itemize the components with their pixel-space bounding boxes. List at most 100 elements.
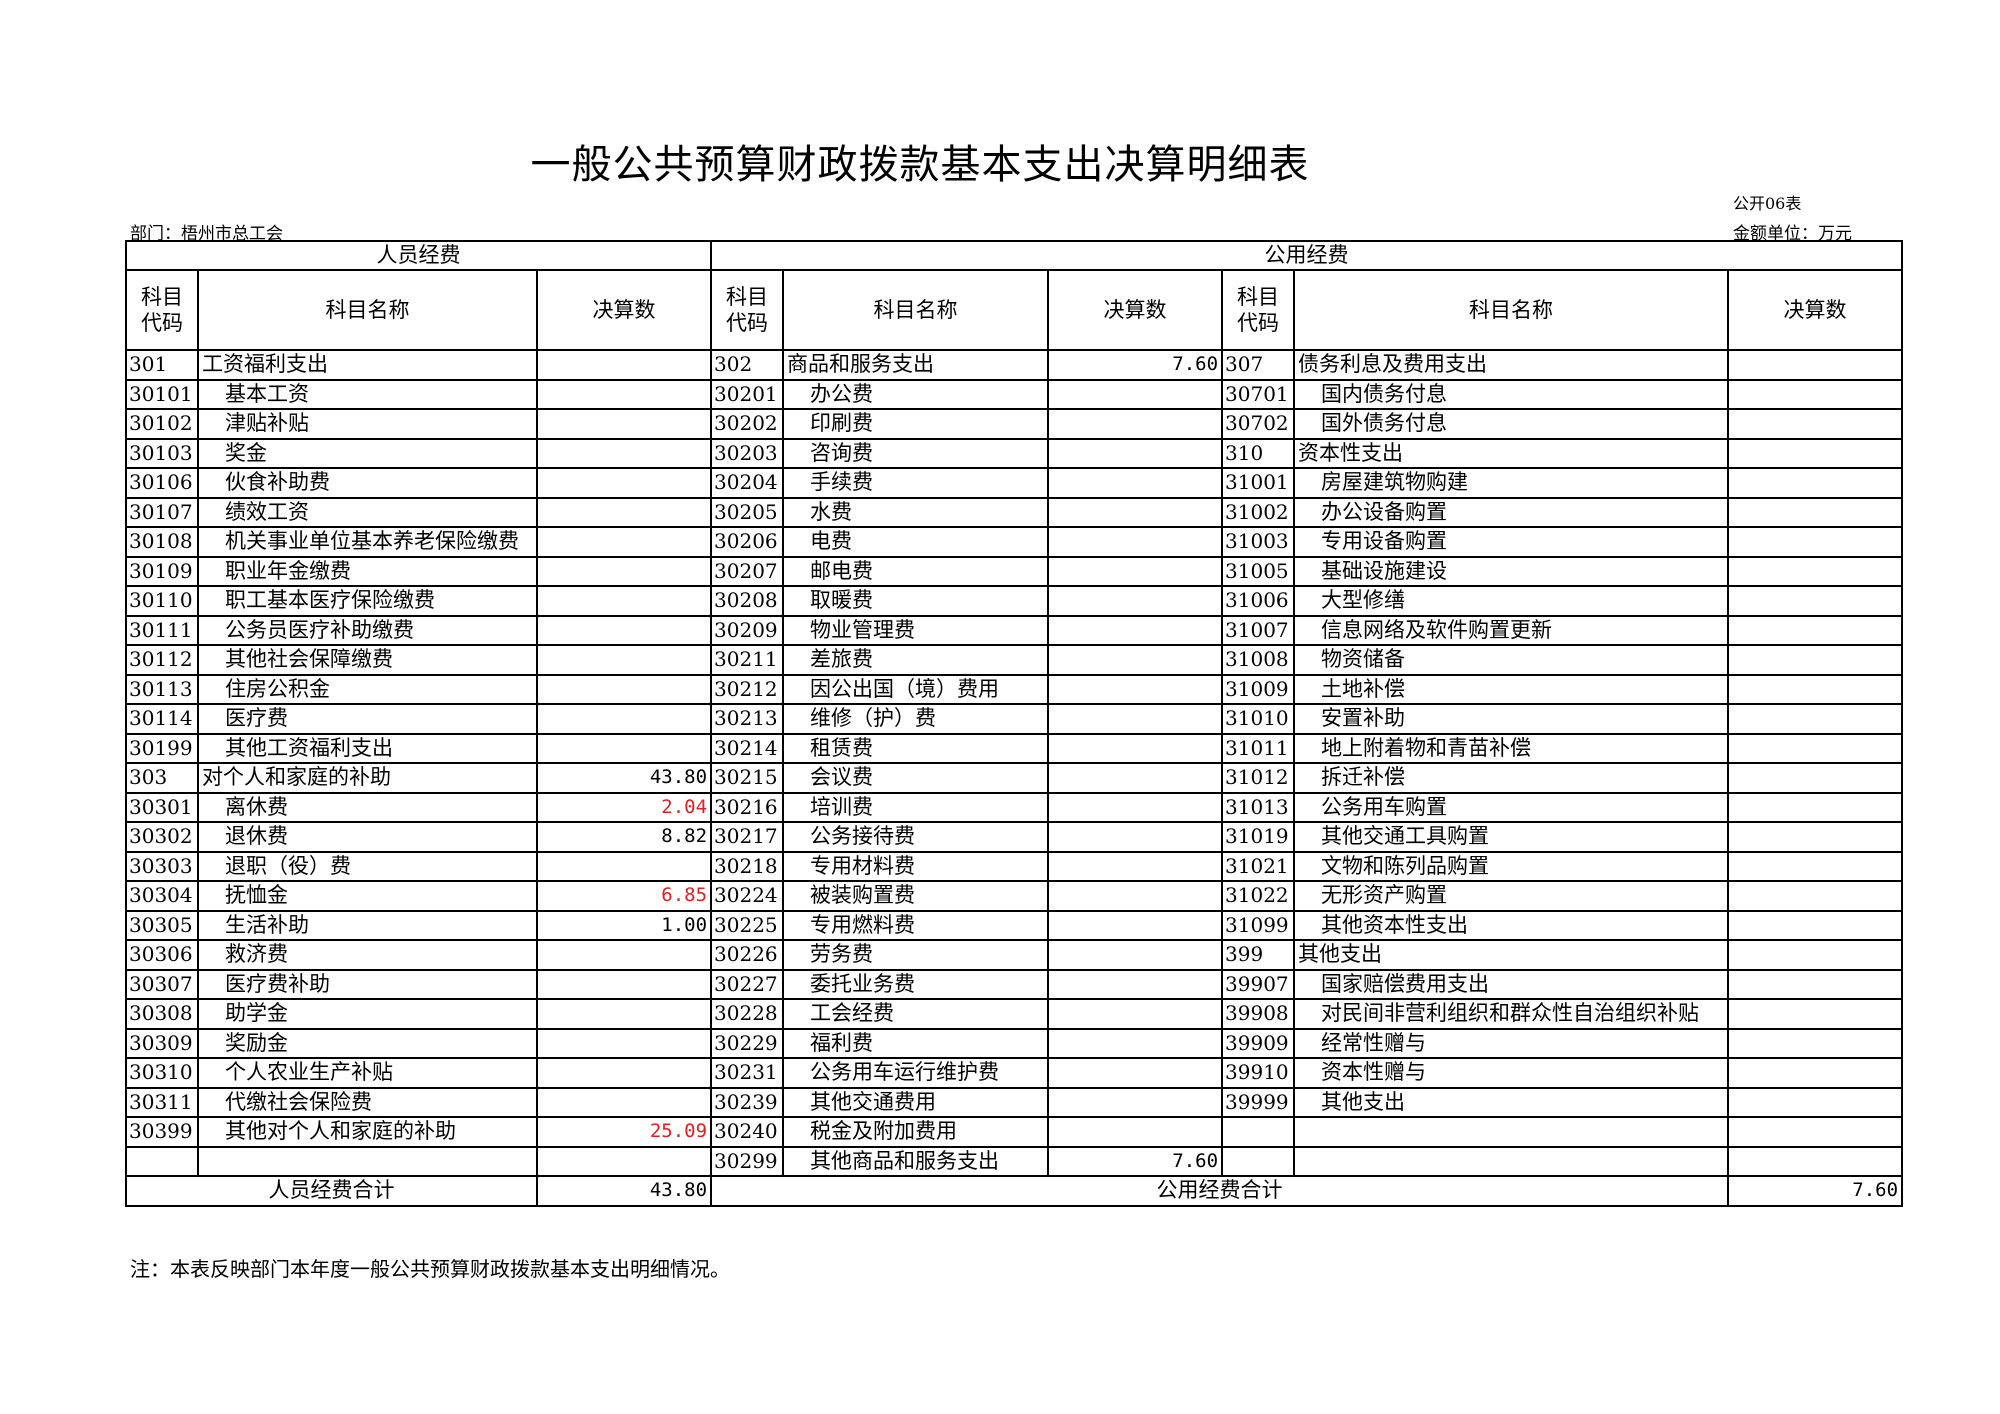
expenditure-table: 人员经费 公用经费 科目 代码 科目名称 决算数 科目 代码 科目名称 决算数 科目… bbox=[124, 240, 1904, 1207]
goods-code-cell: 30240 bbox=[710, 1116, 785, 1148]
capital-amount-cell bbox=[1727, 673, 1904, 705]
capital-code-cell: 31012 bbox=[1221, 762, 1296, 794]
goods-amount-cell bbox=[1047, 968, 1224, 1000]
table-row: 30110 职工基本医疗保险缴费 30208 取暖费 31006 大型修缮 bbox=[125, 585, 1904, 617]
capital-code-cell: 31013 bbox=[1221, 791, 1296, 823]
capital-name-cell bbox=[1293, 1116, 1730, 1148]
capital-code-cell: 307 bbox=[1221, 349, 1296, 381]
capital-name-cell: 对民间非营利组织和群众性自治组织补贴 bbox=[1293, 998, 1730, 1030]
goods-amount-cell bbox=[1047, 1116, 1224, 1148]
capital-code-cell: 31021 bbox=[1221, 850, 1296, 882]
goods-code-cell: 30226 bbox=[710, 939, 785, 971]
goods-amount-cell bbox=[1047, 1057, 1224, 1089]
capital-amount-cell bbox=[1727, 467, 1904, 499]
col-code: 科目 代码 bbox=[710, 269, 785, 351]
personnel-amount-cell bbox=[535, 1145, 713, 1177]
personnel-amount-cell bbox=[535, 1086, 713, 1118]
capital-code-cell: 39910 bbox=[1221, 1057, 1296, 1089]
capital-code-cell: 31009 bbox=[1221, 673, 1296, 705]
capital-name-cell: 物资储备 bbox=[1293, 644, 1730, 676]
goods-name-cell: 公务用车运行维护费 bbox=[782, 1057, 1050, 1089]
personnel-amount-cell: 43.80 bbox=[535, 762, 713, 794]
section-header-row: 人员经费 公用经费 bbox=[124, 240, 1904, 271]
capital-name-cell: 专用设备购置 bbox=[1293, 526, 1730, 558]
section-public: 公用经费 bbox=[710, 240, 1904, 271]
personnel-code-cell bbox=[125, 1145, 199, 1177]
capital-amount-cell bbox=[1727, 703, 1904, 735]
goods-amount-cell bbox=[1047, 526, 1224, 558]
capital-code-cell bbox=[1221, 1145, 1296, 1177]
table-row: 30305 生活补助 1.00 30225 专用燃料费 31099 其他资本性支出 bbox=[125, 909, 1904, 941]
goods-name-cell: 取暖费 bbox=[782, 585, 1050, 617]
table-row: 30299 其他商品和服务支出 7.60 bbox=[125, 1145, 1904, 1177]
capital-name-cell: 公务用车购置 bbox=[1293, 791, 1730, 823]
table-note: 注：本表反映部门本年度一般公共预算财政拨款基本支出明细情况。 bbox=[130, 1257, 730, 1281]
personnel-amount-cell bbox=[535, 437, 713, 469]
personnel-amount-cell bbox=[535, 939, 713, 971]
col-code: 科目 代码 bbox=[125, 269, 199, 351]
goods-code-cell: 30202 bbox=[710, 408, 785, 440]
personnel-code-cell: 303 bbox=[125, 762, 199, 794]
section-personnel: 人员经费 bbox=[124, 240, 713, 271]
goods-amount-cell bbox=[1047, 644, 1224, 676]
capital-code-cell: 31007 bbox=[1221, 614, 1296, 646]
capital-amount-cell bbox=[1727, 555, 1904, 587]
personnel-code-cell: 30112 bbox=[125, 644, 199, 676]
col-name: 科目名称 bbox=[782, 269, 1050, 351]
capital-amount-cell bbox=[1727, 762, 1904, 794]
capital-code-cell: 31008 bbox=[1221, 644, 1296, 676]
personnel-amount-cell bbox=[535, 968, 713, 1000]
personnel-amount-cell bbox=[535, 614, 713, 646]
capital-name-cell: 国内债务付息 bbox=[1293, 378, 1730, 410]
personnel-code-cell: 30311 bbox=[125, 1086, 199, 1118]
personnel-amount-cell bbox=[535, 703, 713, 735]
personnel-name-cell: 离休费 bbox=[197, 791, 538, 823]
personnel-name-cell: 个人农业生产补贴 bbox=[197, 1057, 538, 1089]
capital-amount-cell bbox=[1727, 644, 1904, 676]
personnel-code-cell: 30306 bbox=[125, 939, 199, 971]
capital-amount-cell bbox=[1727, 791, 1904, 823]
table-row: 30310 个人农业生产补贴 30231 公务用车运行维护费 39910 资本性赠与 bbox=[125, 1057, 1904, 1089]
capital-name-cell: 信息网络及软件购置更新 bbox=[1293, 614, 1730, 646]
personnel-code-cell: 30107 bbox=[125, 496, 199, 528]
personnel-amount-cell bbox=[535, 644, 713, 676]
goods-amount-cell bbox=[1047, 673, 1224, 705]
personnel-amount-cell bbox=[535, 1057, 713, 1089]
capital-code-cell: 39908 bbox=[1221, 998, 1296, 1030]
goods-name-cell: 福利费 bbox=[782, 1027, 1050, 1059]
capital-code-cell: 39999 bbox=[1221, 1086, 1296, 1118]
capital-amount-cell bbox=[1727, 378, 1904, 410]
capital-name-cell: 无形资产购置 bbox=[1293, 880, 1730, 912]
table-row: 30109 职业年金缴费 30207 邮电费 31005 基础设施建设 bbox=[125, 555, 1904, 587]
personnel-name-cell: 住房公积金 bbox=[197, 673, 538, 705]
goods-code-cell: 30225 bbox=[710, 909, 785, 941]
personnel-name-cell: 奖励金 bbox=[197, 1027, 538, 1059]
goods-name-cell: 公务接待费 bbox=[782, 821, 1050, 853]
capital-name-cell: 国外债务付息 bbox=[1293, 408, 1730, 440]
personnel-name-cell: 其他工资福利支出 bbox=[197, 732, 538, 764]
capital-code-cell: 399 bbox=[1221, 939, 1296, 971]
personnel-code-cell: 30109 bbox=[125, 555, 199, 587]
capital-name-cell: 其他支出 bbox=[1293, 1086, 1730, 1118]
goods-code-cell: 30239 bbox=[710, 1086, 785, 1118]
personnel-code-cell: 30309 bbox=[125, 1027, 199, 1059]
goods-code-cell: 30231 bbox=[710, 1057, 785, 1089]
table-row: 30108 机关事业单位基本养老保险缴费 30206 电费 31003 专用设备购置 bbox=[125, 526, 1904, 558]
capital-code-cell: 30701 bbox=[1221, 378, 1296, 410]
personnel-amount-cell: 8.82 bbox=[535, 821, 713, 853]
goods-code-cell: 30207 bbox=[710, 555, 785, 587]
goods-name-cell: 手续费 bbox=[782, 467, 1050, 499]
table-row: 30399 其他对个人和家庭的补助 25.09 30240 税金及附加费用 bbox=[125, 1116, 1904, 1148]
capital-amount-cell bbox=[1727, 1057, 1904, 1089]
goods-code-cell: 30201 bbox=[710, 378, 785, 410]
goods-amount-cell: 7.60 bbox=[1047, 349, 1224, 381]
personnel-amount-cell bbox=[535, 467, 713, 499]
totals-row: 人员经费合计 43.80 公用经费合计 7.60 bbox=[125, 1175, 1904, 1207]
goods-amount-cell bbox=[1047, 791, 1224, 823]
capital-amount-cell bbox=[1727, 968, 1904, 1000]
goods-amount-cell: 7.60 bbox=[1047, 1145, 1224, 1177]
goods-name-cell: 会议费 bbox=[782, 762, 1050, 794]
goods-amount-cell bbox=[1047, 614, 1224, 646]
capital-name-cell: 房屋建筑物购建 bbox=[1293, 467, 1730, 499]
personnel-code-cell: 30108 bbox=[125, 526, 199, 558]
